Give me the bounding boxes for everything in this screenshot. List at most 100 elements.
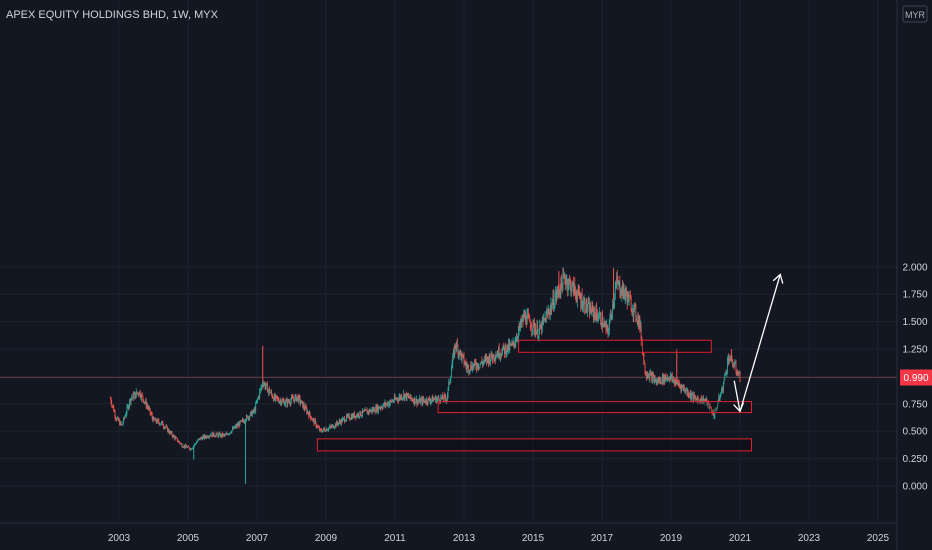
candle bbox=[601, 312, 603, 328]
candle bbox=[530, 324, 532, 329]
candle bbox=[586, 297, 588, 313]
candle bbox=[377, 404, 379, 413]
candle bbox=[654, 374, 656, 384]
candle bbox=[534, 322, 536, 338]
arrow-up[interactable] bbox=[739, 273, 784, 412]
candle bbox=[200, 436, 202, 440]
candle bbox=[157, 419, 159, 422]
candle bbox=[553, 288, 554, 312]
candle bbox=[657, 377, 659, 385]
candle bbox=[153, 415, 154, 422]
candle bbox=[181, 443, 183, 448]
candle bbox=[573, 283, 575, 296]
candle bbox=[154, 418, 156, 421]
candle bbox=[725, 369, 727, 375]
candle bbox=[287, 398, 289, 403]
candle bbox=[707, 400, 709, 405]
candle bbox=[467, 364, 469, 369]
candle bbox=[234, 425, 236, 429]
candle bbox=[395, 396, 397, 401]
candle bbox=[116, 417, 118, 421]
candle bbox=[559, 289, 560, 298]
candle bbox=[468, 369, 470, 374]
candle bbox=[673, 377, 675, 387]
candle bbox=[571, 281, 573, 293]
candle bbox=[125, 410, 127, 418]
candle bbox=[452, 348, 454, 361]
candle bbox=[533, 319, 535, 328]
candle bbox=[146, 402, 148, 409]
candle bbox=[614, 281, 616, 301]
candle bbox=[204, 433, 205, 440]
candle bbox=[298, 394, 300, 405]
candle bbox=[445, 395, 447, 405]
candle bbox=[230, 432, 231, 434]
candle bbox=[310, 415, 312, 422]
candle bbox=[334, 422, 336, 429]
candle bbox=[368, 408, 370, 415]
candle bbox=[203, 435, 205, 439]
candle bbox=[512, 337, 514, 347]
candle bbox=[432, 394, 434, 402]
candle bbox=[728, 353, 730, 366]
candle bbox=[509, 338, 511, 354]
candle bbox=[628, 290, 630, 306]
candle bbox=[429, 397, 431, 405]
currency-badge[interactable]: MYR bbox=[902, 5, 928, 23]
candle bbox=[575, 288, 577, 304]
support-zone-upper[interactable] bbox=[437, 401, 752, 414]
candle bbox=[380, 407, 381, 412]
candle bbox=[603, 317, 605, 328]
arrow-down[interactable] bbox=[733, 380, 745, 413]
candle bbox=[158, 418, 160, 425]
candle bbox=[667, 376, 669, 382]
candle bbox=[456, 340, 458, 352]
candle bbox=[661, 382, 663, 384]
candle bbox=[429, 395, 430, 402]
candle bbox=[399, 394, 401, 401]
candle bbox=[222, 431, 223, 439]
candle bbox=[519, 319, 521, 332]
candle bbox=[602, 310, 604, 333]
resistance-zone[interactable] bbox=[518, 339, 712, 353]
candle bbox=[562, 267, 564, 292]
candle bbox=[738, 371, 740, 376]
candle bbox=[502, 344, 504, 351]
candle bbox=[630, 290, 631, 300]
candle bbox=[608, 327, 610, 337]
candle bbox=[174, 435, 176, 441]
candle bbox=[291, 394, 292, 404]
candle bbox=[552, 289, 554, 306]
x-tick-label: 2017 bbox=[591, 533, 614, 544]
candle bbox=[682, 385, 684, 391]
candle bbox=[364, 408, 365, 412]
candle bbox=[172, 434, 174, 439]
candle bbox=[284, 401, 286, 406]
candle bbox=[635, 303, 637, 323]
candle bbox=[126, 403, 128, 416]
candle bbox=[462, 354, 464, 360]
candle bbox=[684, 389, 686, 394]
candle bbox=[481, 356, 483, 364]
candle bbox=[669, 375, 671, 383]
candle bbox=[565, 274, 567, 291]
candle bbox=[330, 425, 332, 429]
candle bbox=[659, 377, 661, 385]
candle bbox=[410, 394, 412, 399]
candle bbox=[480, 362, 481, 366]
candle bbox=[498, 343, 500, 361]
candle bbox=[686, 388, 688, 397]
candle bbox=[339, 418, 341, 424]
candle bbox=[259, 388, 261, 401]
candle bbox=[437, 397, 438, 402]
support-zone-lower[interactable] bbox=[316, 438, 752, 452]
candle bbox=[496, 350, 498, 359]
candle bbox=[171, 431, 173, 437]
last-price-value: 0.990 bbox=[903, 373, 928, 384]
candle bbox=[311, 418, 313, 420]
candle bbox=[576, 290, 578, 303]
candle bbox=[201, 436, 203, 441]
candle bbox=[267, 388, 269, 397]
candle bbox=[537, 336, 539, 341]
